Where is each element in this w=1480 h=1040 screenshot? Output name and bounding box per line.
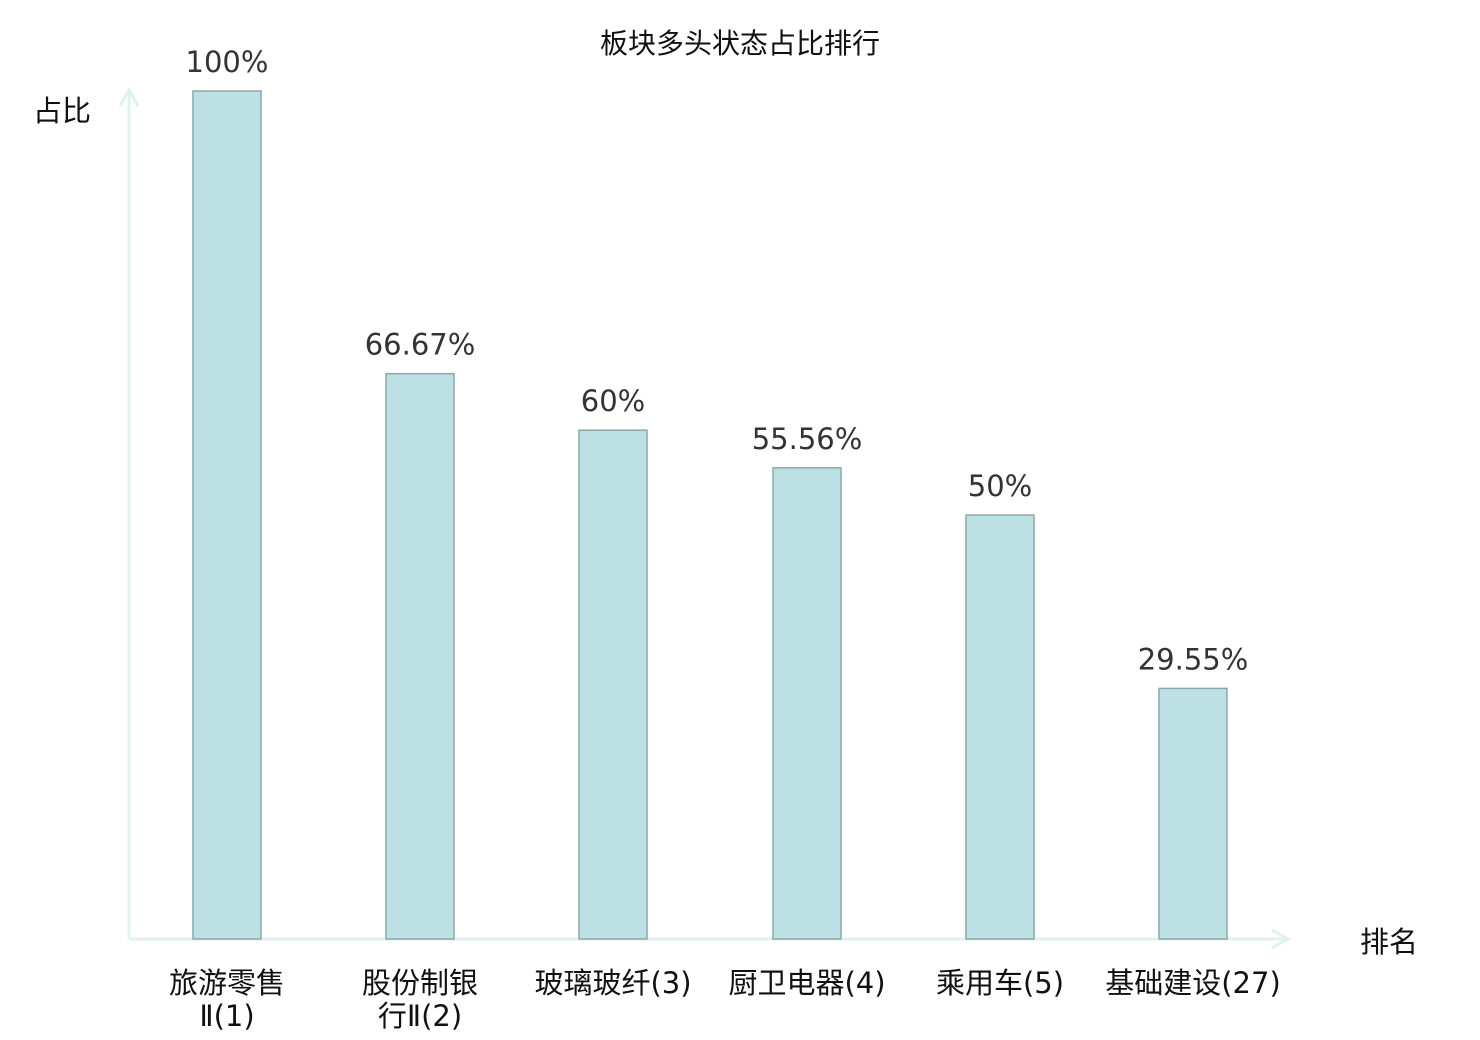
y-axis-arrow-icon [118, 86, 140, 107]
data-label: 100% [186, 45, 269, 79]
data-label: 29.55% [1138, 642, 1249, 676]
y-axis-label: 占比 [33, 94, 91, 128]
data-label: 50% [968, 469, 1032, 503]
x-axis-label: 排名 [1360, 925, 1418, 959]
data-label: 60% [581, 384, 645, 418]
x-tick-label: 乘用车(5) [936, 966, 1064, 1000]
x-tick-label: Ⅱ(1) [199, 999, 254, 1033]
bar [578, 429, 648, 940]
bar [192, 90, 262, 940]
x-tick-label: 厨卫电器(4) [728, 966, 885, 1000]
x-tick-label: 股份制银 [362, 966, 478, 1000]
bar [1158, 687, 1228, 940]
data-label: 55.56% [752, 422, 863, 456]
chart-title: 板块多头状态占比排行 [600, 27, 880, 60]
x-axis-arrow-icon [1271, 928, 1292, 950]
data-label: 66.67% [365, 328, 476, 362]
bar [772, 467, 842, 940]
bar [965, 514, 1035, 940]
x-tick-label: 旅游零售 [169, 966, 285, 1000]
bar [385, 372, 455, 940]
x-tick-label: 玻璃玻纤(3) [534, 966, 691, 1000]
x-tick-label: 基础建设(27) [1105, 966, 1281, 1000]
x-tick-label: 行Ⅱ(2) [378, 999, 462, 1033]
